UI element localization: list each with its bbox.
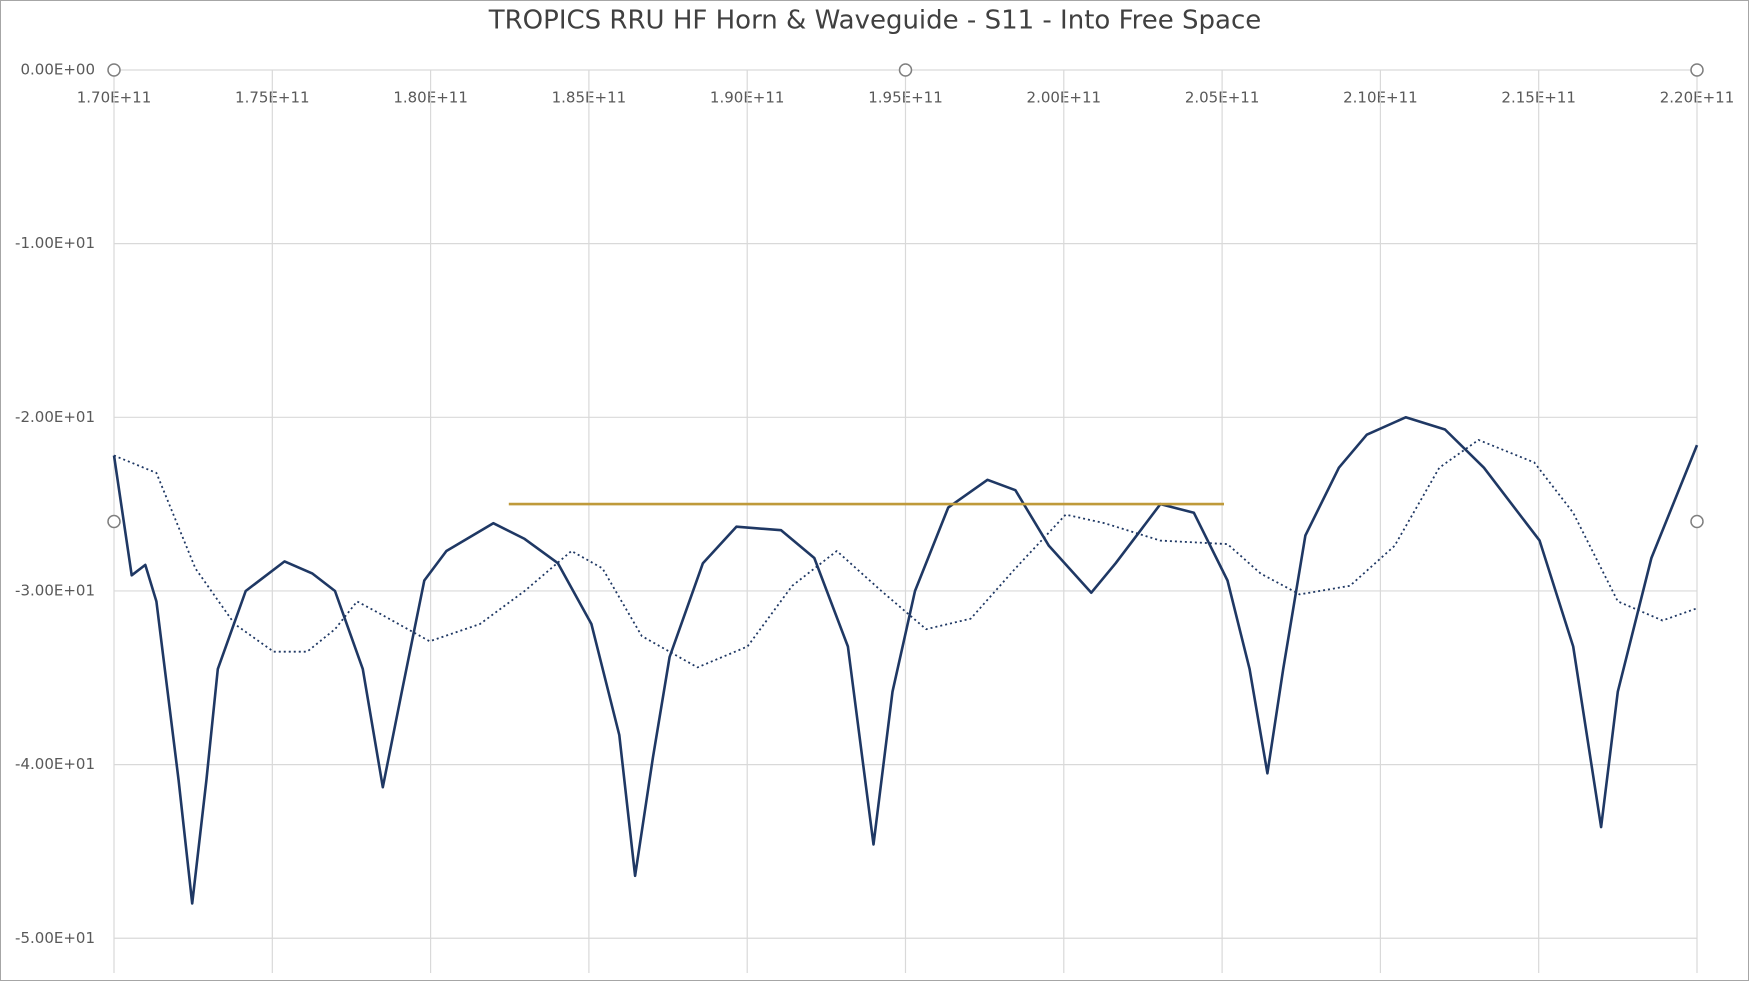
y-tick-label: -3.00E+01	[15, 581, 95, 599]
data-line	[113, 439, 1698, 669]
y-tick-label: -5.00E+01	[15, 929, 95, 947]
selection-handle	[898, 63, 913, 77]
selection-handle	[107, 63, 121, 77]
chart-title: TROPICS RRU HF Horn & Waveguide - S11 - …	[488, 6, 1262, 36]
y-tick-label: 0.00E+00	[20, 61, 95, 79]
data-line	[112, 416, 1699, 905]
y-tick-label: -2.00E+01	[15, 408, 95, 426]
y-tick-label: -4.00E+01	[15, 755, 95, 773]
y-tick-label: -1.00E+01	[15, 234, 95, 252]
selection-handle	[1690, 514, 1704, 529]
selection-handle	[1690, 63, 1704, 77]
selection-handle	[107, 514, 121, 529]
